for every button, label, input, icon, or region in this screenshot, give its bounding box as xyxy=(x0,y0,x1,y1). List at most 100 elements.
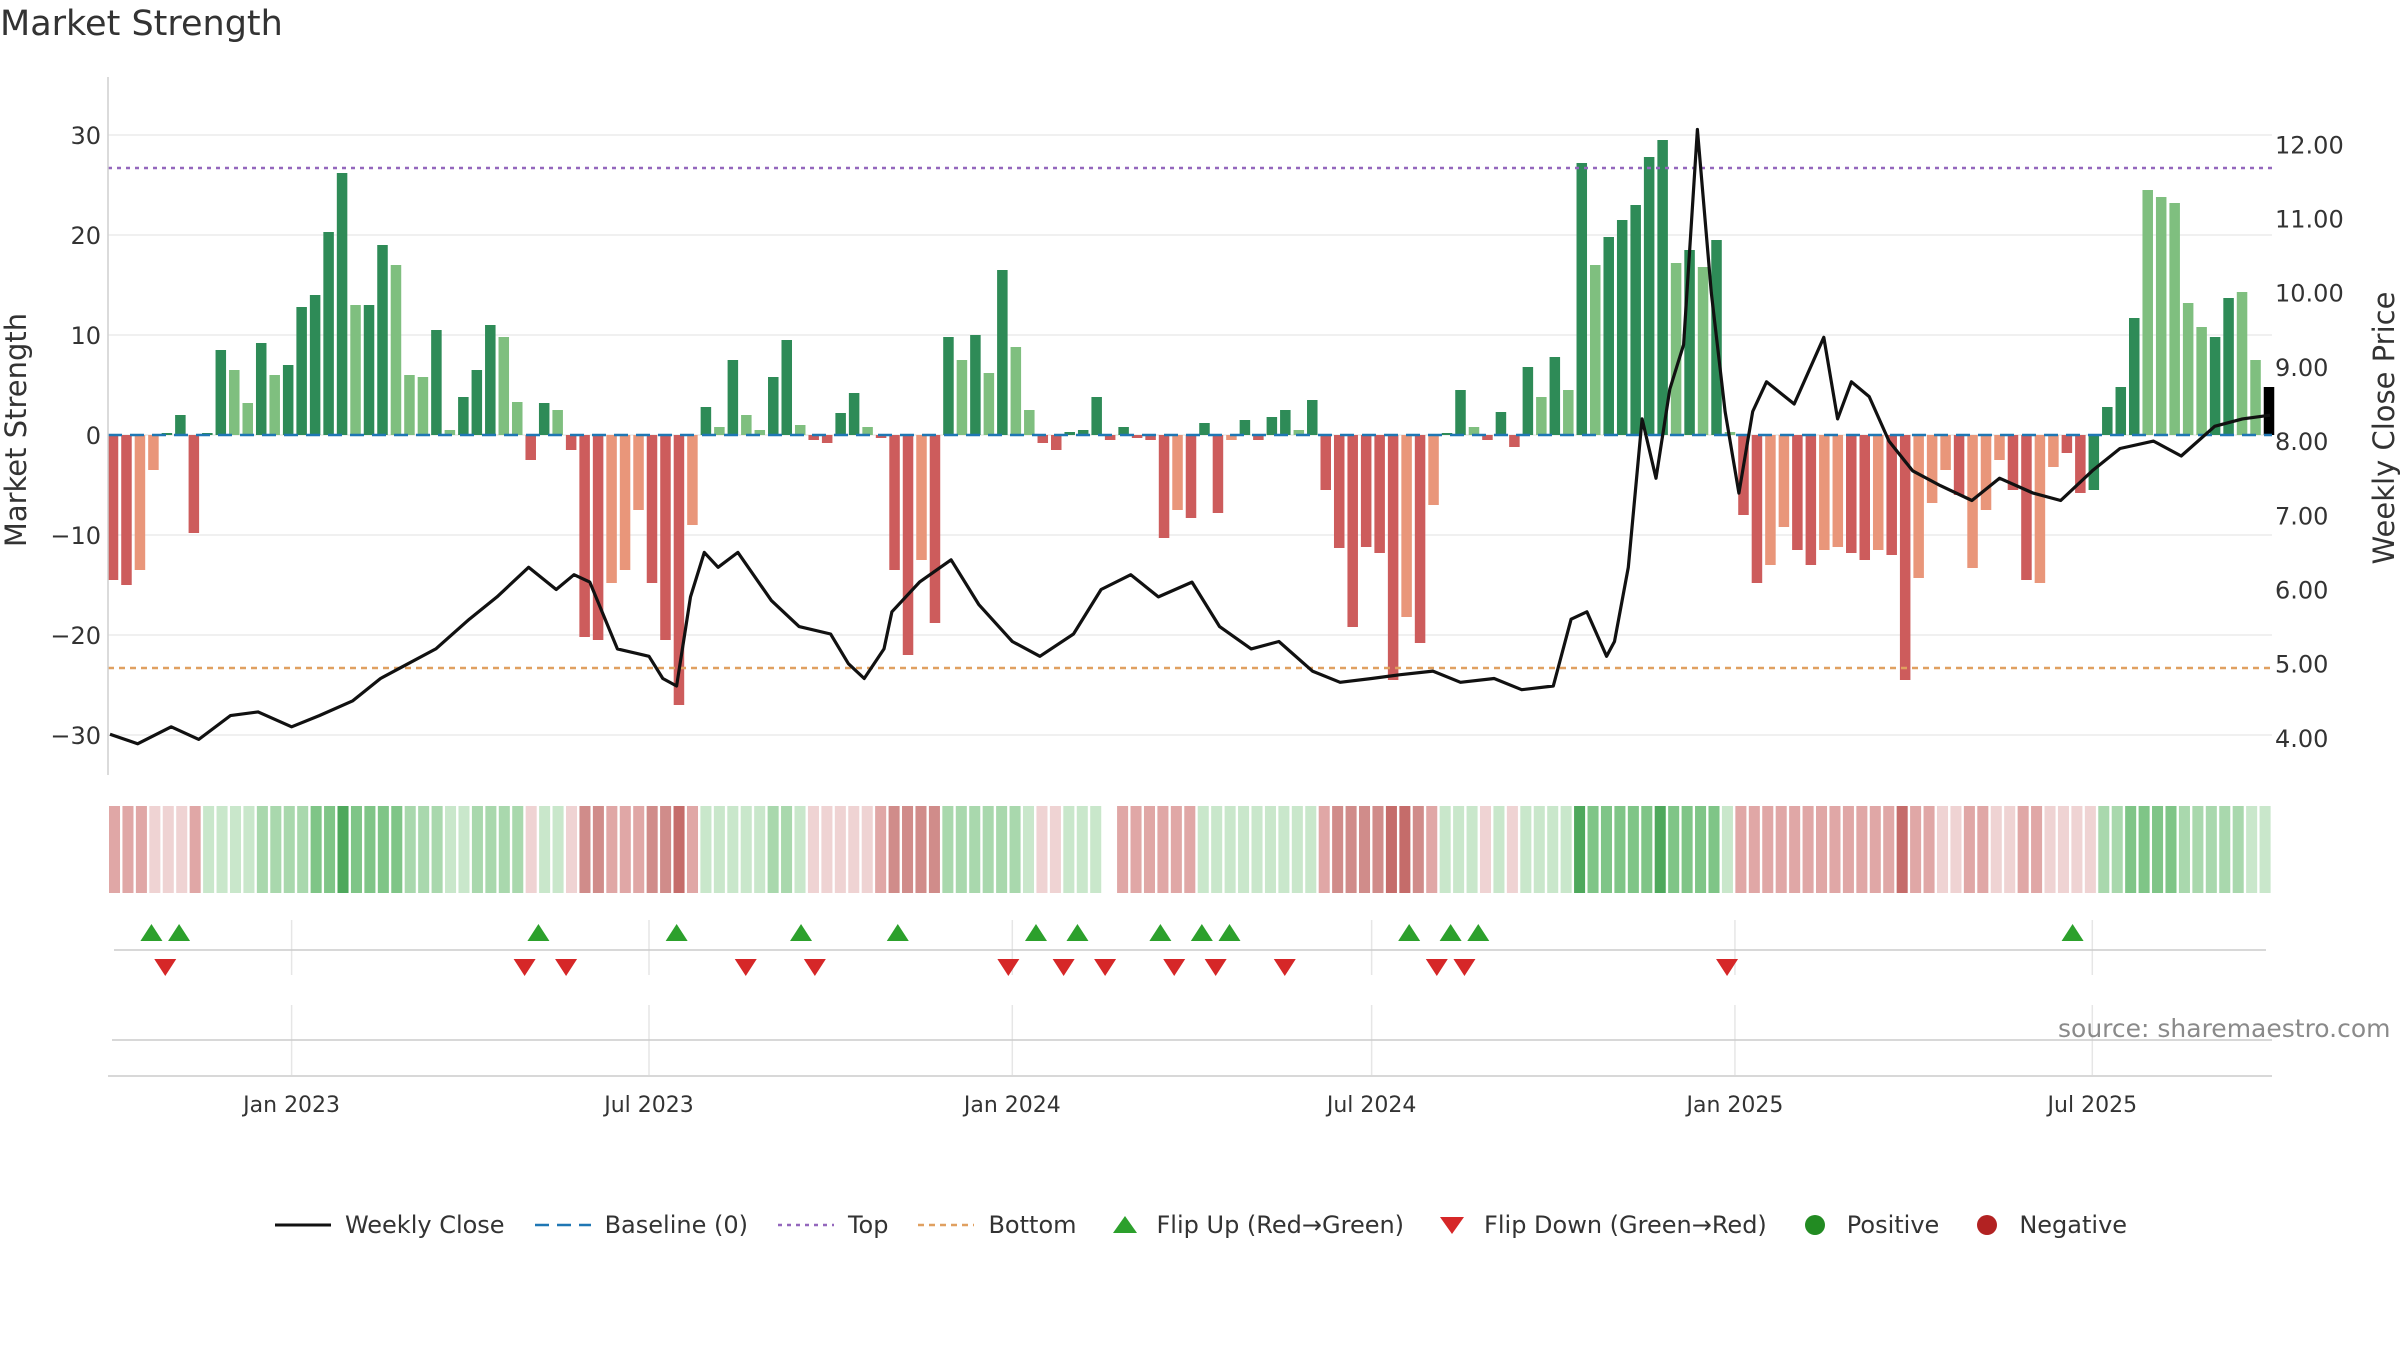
strength-bar xyxy=(565,435,577,450)
heat-cell xyxy=(1466,806,1478,893)
strength-bar xyxy=(2155,197,2167,435)
heat-cell xyxy=(1587,806,1599,893)
strength-bar xyxy=(2263,387,2275,435)
strength-bar xyxy=(336,173,348,435)
strength-bar xyxy=(215,350,227,435)
heat-cell xyxy=(2219,806,2231,893)
heat-cell xyxy=(1453,806,1465,893)
baseline-legend-icon xyxy=(534,1223,591,1227)
strength-bar xyxy=(835,413,846,435)
strength-bar xyxy=(579,435,590,637)
strength-bar xyxy=(1158,435,1170,538)
strength-bar xyxy=(1576,163,1588,435)
strength-bar xyxy=(2102,407,2113,435)
heat-cell xyxy=(1049,806,1061,893)
strength-bar xyxy=(727,360,739,435)
negative-legend-icon xyxy=(1977,1215,1998,1235)
y-tick-label: −30 xyxy=(50,722,101,750)
heat-cell xyxy=(404,806,416,893)
heat-cell xyxy=(821,806,833,893)
heat-cell xyxy=(1883,806,1895,893)
grid-lines xyxy=(108,134,2272,1075)
heat-cell xyxy=(1332,806,1344,893)
heat-strip xyxy=(109,806,2271,893)
heat-cell xyxy=(1977,806,1989,893)
strength-bar xyxy=(2142,190,2153,435)
strength-bar xyxy=(1495,412,1507,435)
strength-bar xyxy=(916,435,927,560)
heat-cell xyxy=(525,806,537,893)
heat-cell xyxy=(471,806,483,893)
heat-cell xyxy=(1762,806,1774,893)
heat-cell xyxy=(1022,806,1035,893)
y-tick-label: −20 xyxy=(50,622,101,650)
flip-down-marker xyxy=(1094,959,1117,976)
strength-bar xyxy=(1980,435,1992,510)
x-tick-label: Jan 2025 xyxy=(1684,1093,1783,1118)
legend-item-flip-up: Flip Up (Red→Green) xyxy=(1105,1211,1404,1239)
heat-cell xyxy=(673,806,685,893)
strength-bar xyxy=(538,403,550,435)
y2-tick-label: 6.00 xyxy=(2275,577,2328,605)
heat-cell xyxy=(727,806,739,893)
strength-bar xyxy=(1805,435,1817,565)
strength-bar xyxy=(269,375,280,435)
heat-cell xyxy=(1748,806,1760,893)
heat-cell xyxy=(1385,806,1397,893)
heat-cell xyxy=(2259,806,2271,893)
heat-cell xyxy=(1547,806,1559,893)
heat-cell xyxy=(2071,806,2083,893)
strength-bar xyxy=(1266,417,1278,435)
heat-cell xyxy=(646,806,658,893)
strength-bar xyxy=(1643,157,1655,435)
heat-cell xyxy=(1224,806,1236,893)
strength-bar xyxy=(1751,435,1763,583)
flip-down-marker xyxy=(1052,959,1075,976)
strength-bar xyxy=(1522,367,1534,435)
strength-bar xyxy=(1886,435,1897,555)
strength-bar xyxy=(1549,357,1561,435)
strength-bar xyxy=(754,430,766,435)
strength-bar xyxy=(1872,435,1884,550)
heat-cell xyxy=(122,806,134,893)
heat-cell xyxy=(2152,806,2164,893)
heat-cell xyxy=(1869,806,1881,893)
strength-bar xyxy=(1239,420,1251,435)
heat-cell xyxy=(324,806,336,893)
strength-bar xyxy=(660,435,671,640)
strength-bar xyxy=(1684,250,1695,435)
heat-cell xyxy=(942,806,954,893)
y-tick-label: −10 xyxy=(50,522,101,550)
heat-cell xyxy=(243,806,255,893)
heat-cell xyxy=(1238,806,1250,893)
heat-cell xyxy=(337,806,349,893)
strength-bar xyxy=(2061,435,2073,453)
legend-item-negative: Negative xyxy=(1967,1211,2127,1239)
strength-bar xyxy=(1899,435,1911,680)
strength-bar xyxy=(471,370,483,435)
heat-cell xyxy=(1829,806,1841,893)
heat-cell xyxy=(1143,806,1155,893)
strength-bar xyxy=(1616,220,1628,435)
heat-cell xyxy=(162,806,174,893)
heat-cell xyxy=(2111,806,2123,893)
heat-cell xyxy=(1896,806,1908,893)
legend-label: Negative xyxy=(2019,1211,2128,1239)
strength-bar xyxy=(929,435,941,623)
heat-cell xyxy=(203,806,215,893)
heat-cell xyxy=(1990,806,2002,893)
heat-cell xyxy=(861,806,873,893)
strength-bar xyxy=(1563,390,1574,435)
strength-bar xyxy=(417,377,429,435)
strength-bar xyxy=(2250,360,2261,435)
heat-cell xyxy=(350,806,362,893)
strength-bar xyxy=(1913,435,1924,578)
heat-cell xyxy=(928,806,940,893)
y-axis-label: Market Strength xyxy=(0,313,33,547)
heat-cell xyxy=(1668,806,1680,893)
heat-cell xyxy=(1345,806,1357,893)
y2-tick-label: 9.00 xyxy=(2275,354,2328,382)
strength-bar xyxy=(1320,435,1332,490)
heat-cell xyxy=(2165,806,2177,893)
strength-bar xyxy=(363,305,375,435)
